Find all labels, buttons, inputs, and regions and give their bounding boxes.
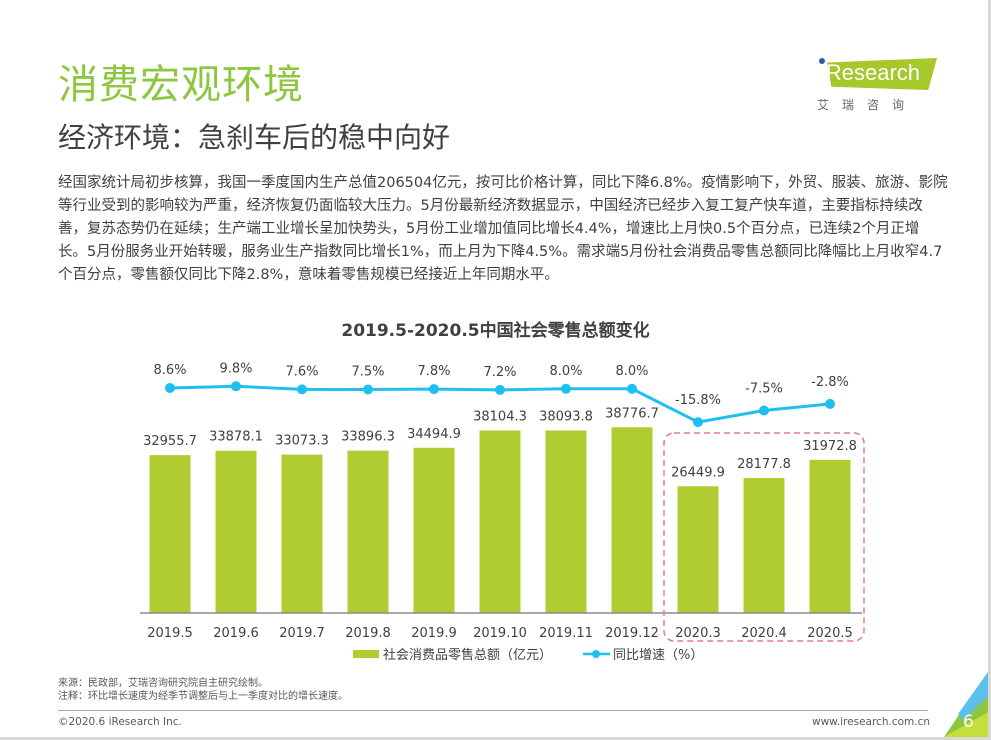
x-tick-2019.7: 2019.7: [279, 626, 325, 641]
bar-label-2019.8: 33896.3: [341, 430, 395, 445]
logo-brand-cn: 艾瑞咨询: [817, 98, 918, 112]
bar-label-2019.11: 38093.8: [539, 410, 593, 425]
bar-label-2019.9: 34494.9: [407, 427, 461, 442]
growth-data-labels: 8.6% 9.8% 7.6% 7.5% 7.8% 7.2% 8.0% 8.0% -15.8% -7…: [153, 361, 848, 408]
growth-label-2019.8: 7.5%: [351, 365, 384, 380]
legend-line-dot: [592, 650, 600, 658]
growth-label-2019.12: 8.0%: [615, 364, 648, 379]
highlight-box-2020: [663, 432, 865, 642]
bar-data-labels: 32955.7 33878.1 33073.3 33896.3 34494.9 38104…: [143, 406, 857, 480]
page-edge-bottom: [0, 737, 991, 740]
x-tick-labels: 2019.5 2019.6 2019.7 2019.8 2019.9 2019.10 201…: [147, 626, 853, 641]
bar-2019.10: [479, 430, 521, 613]
point-2019.9: [429, 384, 439, 395]
point-2019.12: [627, 383, 637, 394]
bar-2019.5: [149, 455, 191, 613]
bar-2020.3: [677, 486, 719, 613]
source-note: 来源：民政部，艾瑞咨询研究院自主研究绘制。: [58, 678, 268, 689]
bar-2019.6: [215, 450, 257, 613]
x-tick-2019.11: 2019.11: [539, 626, 593, 641]
growth-label-2020.5: -2.8%: [811, 375, 849, 390]
point-2019.6: [231, 381, 241, 392]
point-2019.7: [297, 384, 307, 395]
bar-2019.8: [347, 450, 389, 613]
point-2020.4: [759, 405, 769, 416]
growth-label-2019.10: 7.2%: [483, 365, 516, 380]
bar-label-2019.7: 33073.3: [275, 434, 329, 449]
point-2019.5: [165, 382, 175, 393]
chart-title: 2019.5-2020.5中国社会零售总额变化: [341, 321, 650, 341]
bar-2019.7: [281, 454, 323, 613]
website-link[interactable]: www.iresearch.com.cn: [812, 716, 931, 728]
footer-notes: 来源：民政部，艾瑞咨询研究院自主研究绘制。 注释：环比增长速度为经季节调整后与上…: [58, 677, 348, 703]
iresearch-logo: iResearch 艾瑞咨询: [815, 52, 940, 112]
x-tick-2019.8: 2019.8: [345, 626, 391, 641]
corner-decoration: [944, 672, 988, 737]
bar-label-2020.5: 31972.8: [803, 439, 857, 454]
point-2020.5: [825, 398, 835, 409]
bar-2019.12: [611, 427, 653, 613]
x-tick-2019.5: 2019.5: [147, 626, 193, 641]
bar-series: [149, 427, 851, 613]
bar-label-2019.5: 32955.7: [143, 434, 197, 449]
bar-label-2019.6: 33878.1: [209, 430, 263, 445]
corner-blue-stripe: [958, 672, 988, 720]
x-tick-2019.12: 2019.12: [605, 626, 659, 641]
corner-yellow-triangle: [944, 712, 988, 737]
page-title: 消费宏观环境: [58, 62, 304, 108]
bar-label-2019.10: 38104.3: [473, 409, 527, 424]
bar-2020.5: [809, 459, 851, 613]
growth-label-2019.11: 8.0%: [549, 364, 582, 379]
x-tick-2019.10: 2019.10: [473, 626, 527, 641]
point-2019.8: [363, 384, 373, 395]
bar-label-2020.4: 28177.8: [737, 457, 791, 472]
point-2019.11: [561, 383, 571, 394]
legend-bar-swatch: [353, 650, 379, 658]
bar-2019.9: [413, 447, 455, 613]
growth-label-2019.9: 7.8%: [417, 364, 450, 379]
bar-label-2020.3: 26449.9: [671, 465, 725, 480]
point-2019.10: [495, 384, 505, 395]
annotation-note: 注释：环比增长速度为经季节调整后与上一季度对比的增长速度。: [58, 691, 348, 702]
point-2020.3: [693, 417, 703, 428]
growth-points: [165, 381, 835, 428]
growth-label-2020.3: -15.8%: [675, 393, 721, 408]
page-edge-right: [988, 0, 991, 740]
copyright: ©2020.6 iResearch Inc.: [58, 716, 182, 728]
page-number: 6: [963, 712, 974, 732]
page-subtitle: 经济环境：急刹车后的稳中向好: [58, 121, 451, 154]
body-paragraph: 经国家统计局初步核算，我国一季度国内生产总值206504亿元，按可比价格计算，同…: [58, 175, 948, 283]
growth-label-2019.7: 7.6%: [285, 364, 318, 379]
growth-label-2020.4: -7.5%: [745, 382, 783, 397]
legend-bar-label: 社会消费品零售总额（亿元）: [383, 647, 552, 663]
growth-label-2019.6: 9.8%: [219, 361, 252, 376]
x-tick-2020.5: 2020.5: [807, 626, 853, 641]
x-tick-2019.6: 2019.6: [213, 626, 259, 641]
growth-label-2019.5: 8.6%: [153, 363, 186, 378]
x-tick-2020.4: 2020.4: [741, 626, 787, 641]
legend-line-label: 同比增速（%）: [613, 648, 703, 663]
bar-2020.4: [743, 478, 785, 613]
bar-2019.11: [545, 430, 587, 613]
combo-chart: 32955.7 33878.1 33073.3 33896.3 34494.9 38104…: [140, 361, 865, 663]
x-tick-2020.3: 2020.3: [675, 626, 721, 641]
footer-divider: [58, 710, 928, 711]
logo-brand-text: iResearch: [821, 60, 921, 85]
logo-green-badge: [827, 58, 937, 90]
logo-dot-icon: [819, 58, 825, 64]
bar-label-2019.12: 38776.7: [605, 406, 659, 421]
x-tick-2019.9: 2019.9: [411, 626, 457, 641]
chart-legend: 社会消费品零售总额（亿元） 同比增速（%）: [353, 647, 703, 663]
